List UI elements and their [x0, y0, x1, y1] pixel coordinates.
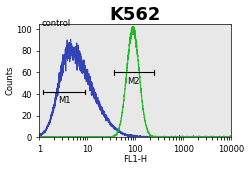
Title: K562: K562: [110, 6, 161, 24]
Y-axis label: Counts: Counts: [6, 66, 15, 95]
X-axis label: FL1-H: FL1-H: [123, 155, 148, 164]
Text: M1: M1: [58, 96, 70, 105]
Text: M2: M2: [128, 77, 140, 86]
Text: control: control: [42, 19, 71, 28]
